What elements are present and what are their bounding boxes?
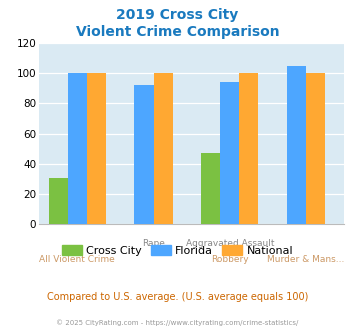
Text: Rape: Rape <box>142 239 165 248</box>
Bar <box>49 178 68 224</box>
Bar <box>287 66 306 224</box>
Legend: Cross City, Florida, National: Cross City, Florida, National <box>57 241 298 260</box>
Text: © 2025 CityRating.com - https://www.cityrating.com/crime-statistics/: © 2025 CityRating.com - https://www.city… <box>56 319 299 326</box>
Bar <box>220 82 239 224</box>
Bar <box>68 73 87 224</box>
Text: Aggravated Assault: Aggravated Assault <box>186 239 274 248</box>
Bar <box>135 85 153 224</box>
Text: All Violent Crime: All Violent Crime <box>39 255 115 264</box>
Text: Murder & Mans...: Murder & Mans... <box>268 255 345 264</box>
Text: Compared to U.S. average. (U.S. average equals 100): Compared to U.S. average. (U.S. average … <box>47 292 308 302</box>
Text: 2019 Cross City: 2019 Cross City <box>116 8 239 22</box>
Bar <box>306 73 325 224</box>
Bar <box>87 73 106 224</box>
Bar <box>239 73 258 224</box>
Text: Robbery: Robbery <box>211 255 248 264</box>
Text: Violent Crime Comparison: Violent Crime Comparison <box>76 25 279 39</box>
Bar <box>201 153 220 224</box>
Bar <box>153 73 173 224</box>
